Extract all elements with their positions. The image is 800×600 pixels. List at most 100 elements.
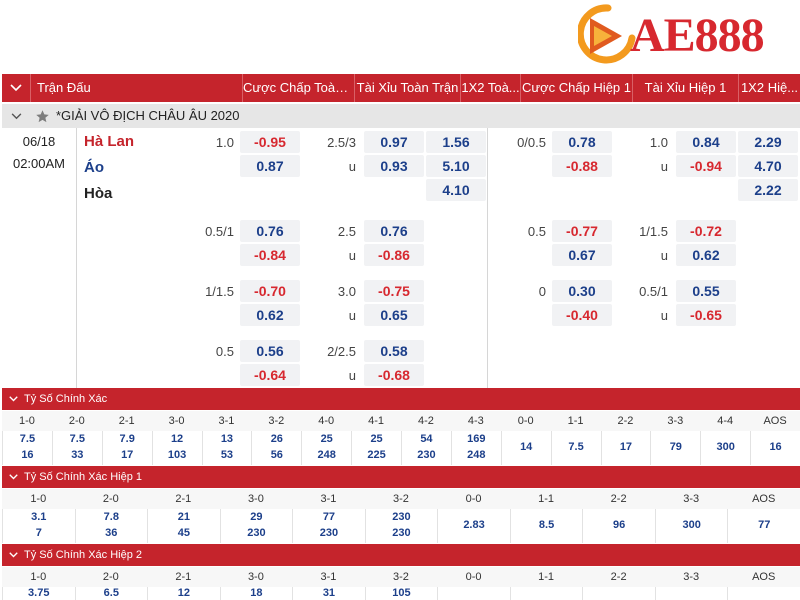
score-label: 4-0	[318, 415, 335, 427]
divider	[76, 128, 77, 388]
collapse-all-toggle[interactable]	[2, 74, 30, 102]
handicap-ft-line: 0.5	[215, 344, 234, 359]
odds-cell[interactable]: 0.84	[676, 131, 736, 153]
odds-cell[interactable]: 0.97	[364, 131, 424, 153]
odds-cell[interactable]: 0.93	[364, 155, 424, 177]
col-header-over-under-ft[interactable]: Tài Xỉu Toàn Trận	[354, 74, 460, 102]
odds-cell[interactable]: 0.67	[552, 244, 612, 266]
score-odds-cell[interactable]: 6.5	[74, 587, 148, 600]
col-header-over-under-h1[interactable]: Tài Xỉu Hiệp 1	[632, 74, 738, 102]
logo-text: AE888	[630, 9, 765, 62]
score-odds-cell[interactable]: 12 103	[151, 431, 202, 465]
odds-cell[interactable]: -0.84	[240, 244, 300, 266]
score-odds-value: 7.9	[119, 433, 135, 445]
over-under-h1-line: 1.0	[649, 135, 668, 150]
brand-logo[interactable]: AE888	[578, 2, 800, 68]
score-odds-cell[interactable]	[654, 587, 728, 600]
odds-cell[interactable]: 0.30	[552, 280, 612, 302]
odds-cell[interactable]: -0.65	[676, 304, 736, 326]
section-bar-correct-score-h1[interactable]: Tỷ Số Chính Xác Hiệp 1	[2, 466, 800, 488]
score-odds-cell[interactable]: 25 225	[351, 431, 401, 465]
col-header-match[interactable]: Trận Đấu	[30, 74, 242, 102]
odds-cell[interactable]: -0.72	[676, 220, 736, 242]
score-odds-cell[interactable]: 26 56	[251, 431, 301, 465]
under-label: u	[660, 159, 668, 174]
odds-cell[interactable]: 0.62	[240, 304, 300, 326]
score-odds-cell[interactable]: 3.75	[2, 587, 75, 600]
score-odds-cell[interactable]: 25 248	[301, 431, 351, 465]
score-odds-cell[interactable]: 7.5 16	[2, 431, 52, 465]
score-odds-cell[interactable]: 300	[700, 431, 750, 465]
odds-cell[interactable]: 0.55	[676, 280, 736, 302]
odds-cell[interactable]: 0.58	[364, 340, 424, 362]
score-odds-cell[interactable]: 7.5 33	[51, 431, 102, 465]
col-header-handicap-h1[interactable]: Cược Chấp Hiệp 1	[520, 74, 632, 102]
score-odds-cell[interactable]: 230 230	[364, 509, 438, 543]
score-label: 4-2	[417, 415, 434, 427]
score-odds-cell[interactable]: 77 230	[292, 509, 365, 543]
col-header-1x2-h1[interactable]: 1X2 Hiệ...	[738, 74, 800, 102]
favorite-star-icon[interactable]	[32, 104, 52, 128]
odds-cell[interactable]: 0.65	[364, 304, 424, 326]
odds-cell[interactable]: 4.70	[738, 155, 798, 177]
score-odds-cell[interactable]	[582, 587, 655, 600]
odds-cell[interactable]: 2.22	[738, 179, 798, 201]
odds-cell[interactable]: -0.64	[240, 364, 300, 386]
score-odds-cell[interactable]	[437, 587, 510, 600]
score-odds-cell[interactable]: 300	[654, 509, 728, 543]
score-odds-cell[interactable]: 8.5	[509, 509, 583, 543]
odds-cell[interactable]: 0.87	[240, 155, 300, 177]
odds-cell[interactable]: 0.56	[240, 340, 300, 362]
score-odds-cell[interactable]: 169 248	[450, 431, 501, 465]
score-odds-cell[interactable]: 7.5	[550, 431, 601, 465]
odds-cell[interactable]: 0.76	[364, 220, 424, 242]
score-odds-cell[interactable]: 54 230	[401, 431, 451, 465]
odds-cell[interactable]: -0.95	[240, 131, 300, 153]
score-odds-value: 18	[250, 587, 263, 599]
odds-cell[interactable]: -0.40	[552, 304, 612, 326]
score-odds-cell[interactable]: 13 53	[201, 431, 252, 465]
score-odds-cell[interactable]: 21 45	[147, 509, 220, 543]
score-odds-cell[interactable]: 29 230	[219, 509, 293, 543]
odds-cell[interactable]: 0.76	[240, 220, 300, 242]
odds-cell[interactable]: -0.75	[364, 280, 424, 302]
odds-cell[interactable]: -0.68	[364, 364, 424, 386]
away-team[interactable]: Áo	[84, 159, 104, 176]
odds-cell[interactable]: 2.29	[738, 131, 798, 153]
score-odds-cell[interactable]: 96	[582, 509, 655, 543]
score-odds-cell[interactable]: 105	[364, 587, 438, 600]
score-odds-cell[interactable]: 16	[750, 431, 800, 465]
score-odds-cell[interactable]: 77	[727, 509, 800, 543]
score-odds-cell[interactable]: 14	[500, 431, 551, 465]
score-odds-cell[interactable]: 31	[292, 587, 365, 600]
odds-cell[interactable]: 0.62	[676, 244, 736, 266]
odds-cell[interactable]: -0.70	[240, 280, 300, 302]
odds-cell[interactable]: -0.86	[364, 244, 424, 266]
score-odds-cell[interactable]	[509, 587, 583, 600]
home-team[interactable]: Hà Lan	[84, 133, 135, 150]
score-odds-cell[interactable]: 7.8 36	[74, 509, 148, 543]
odds-cell[interactable]: -0.88	[552, 155, 612, 177]
score-odds-cell[interactable]: 2.83	[437, 509, 510, 543]
score-odds-cell[interactable]	[727, 587, 800, 600]
league-collapse-toggle[interactable]	[6, 104, 26, 128]
score-odds-cell[interactable]: 79	[650, 431, 700, 465]
col-header-1x2-ft[interactable]: 1X2 Toà...	[460, 74, 520, 102]
score-odds-cell[interactable]: 18	[219, 587, 293, 600]
odds-cell[interactable]: 0.78	[552, 131, 612, 153]
score-odds-cell[interactable]: 7.9 17	[101, 431, 152, 465]
odds-cell[interactable]: -0.94	[676, 155, 736, 177]
section-bar-correct-score[interactable]: Tỷ Số Chính Xác	[2, 388, 800, 410]
odds-cell[interactable]: 1.56	[426, 131, 486, 153]
odds-cell[interactable]: -0.77	[552, 220, 612, 242]
section-bar-correct-score-h2[interactable]: Tỷ Số Chính Xác Hiệp 2	[2, 544, 800, 566]
match-time: 02:00AM	[12, 156, 66, 171]
score-label: 3-2	[393, 571, 409, 583]
odds-cell[interactable]: 4.10	[426, 179, 486, 201]
odds-cell[interactable]: 5.10	[426, 155, 486, 177]
score-odds-cell[interactable]: 12	[147, 587, 220, 600]
score-odds-cell[interactable]: 3.1 7	[2, 509, 75, 543]
col-header-handicap-ft[interactable]: Cược Chấp Toàn ...	[242, 74, 354, 102]
league-row[interactable]: *GIẢI VÔ ĐỊCH CHÂU ÂU 2020	[2, 104, 800, 128]
score-odds-cell[interactable]: 17	[600, 431, 651, 465]
